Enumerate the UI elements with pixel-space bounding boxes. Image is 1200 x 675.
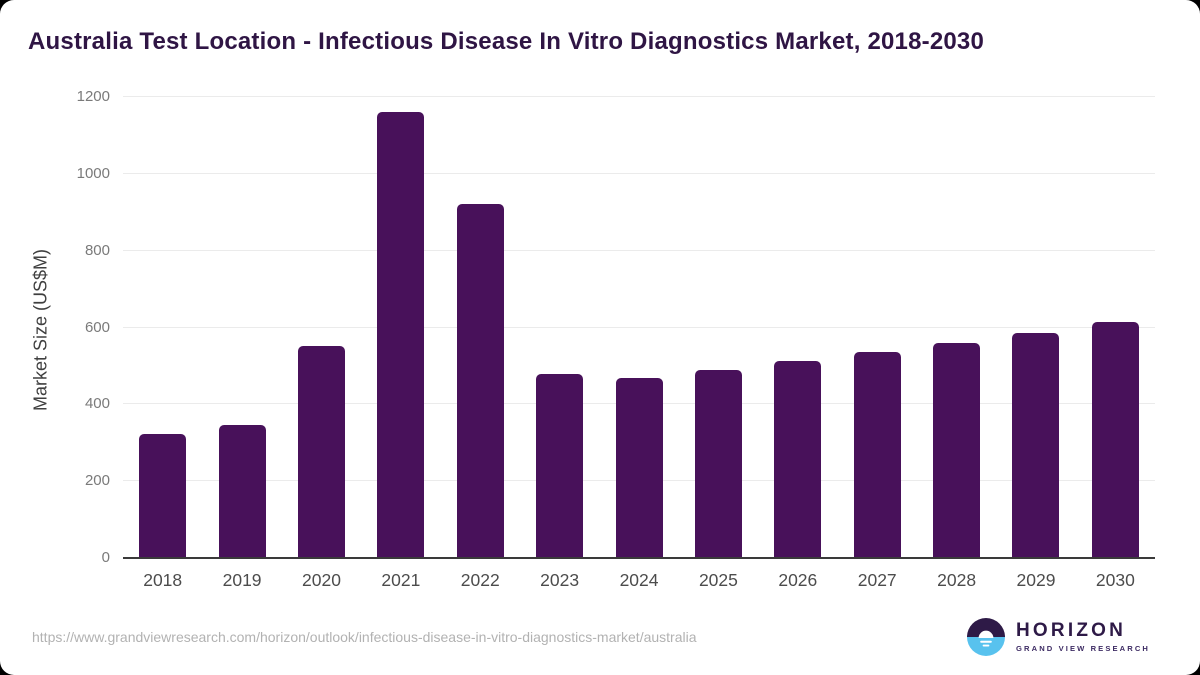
bar-slot [282,97,361,558]
bar-2022[interactable] [456,203,504,558]
bar-slot [917,97,996,558]
horizon-logo-icon [967,618,1006,656]
y-tick-label: 200 [84,472,110,490]
horizon-logo-text: HORIZON GRAND VIEW RESEARCH [1016,620,1150,654]
y-axis-ticks: 0 200 400 600 800 1000 1200 [0,89,110,566]
y-tick-label: 1000 [76,164,110,182]
x-tick-label: 2019 [222,570,262,590]
x-tick-label: 2021 [381,570,421,590]
x-axis-line [123,557,1155,559]
y-tick-label: 600 [84,318,110,336]
bar-2023[interactable] [536,374,584,558]
bar-slot [1076,97,1155,558]
brand-name: HORIZON [1016,620,1127,641]
bar-2026[interactable] [774,360,822,558]
x-tick-label: 2022 [460,570,500,590]
bar-2018[interactable] [139,433,187,558]
gridline [123,326,1155,328]
bar-slot [441,97,520,558]
x-tick-label: 2027 [857,570,897,590]
plot-area [123,96,1155,559]
bar-slot [599,97,678,558]
bar-2027[interactable] [853,351,901,558]
bar-slot [202,97,281,558]
x-tick-label: 2025 [698,570,738,590]
bar-2030[interactable] [1091,321,1139,558]
bar-2021[interactable] [377,112,425,558]
gridline [123,172,1155,174]
x-tick-label: 2029 [1016,570,1056,590]
bar-slot [123,97,202,558]
bar-slot [679,97,758,558]
x-tick-label: 2026 [778,570,818,590]
source-url: https://www.grandviewresearch.com/horizo… [32,629,697,645]
bar-series [123,97,1155,558]
gridline [123,96,1155,97]
y-tick-label: 0 [101,549,110,566]
gridline [123,249,1155,251]
x-axis-ticks: 2018 2019 2020 2021 2022 2023 2024 2025 2026 2027… [123,570,1155,591]
bar-2020[interactable] [297,345,345,558]
bar-slot [996,97,1075,558]
x-tick-label: 2023 [540,570,580,590]
brand-subtitle: GRAND VIEW RESEARCH [1016,644,1150,653]
bar-2025[interactable] [694,369,742,558]
page-title: Australia Test Location - Infectious Dis… [28,28,985,55]
bar-2024[interactable] [615,378,663,558]
y-tick-label: 1200 [76,88,110,105]
x-tick-label: 2018 [143,570,183,590]
bar-slot [361,97,440,558]
bar-2029[interactable] [1012,332,1060,558]
y-tick-label: 400 [84,395,110,413]
bar-slot [520,97,599,558]
x-tick-label: 2030 [1095,570,1135,590]
bar-slot [758,97,837,558]
x-tick-label: 2028 [937,570,977,590]
horizon-logo: HORIZON GRAND VIEW RESEARCH [967,618,1150,656]
bar-2019[interactable] [218,425,266,558]
x-tick-label: 2024 [619,570,659,590]
bar-2028[interactable] [933,342,981,558]
bar-slot [838,97,917,558]
x-tick-label: 2020 [302,570,341,590]
y-tick-label: 800 [84,241,110,259]
